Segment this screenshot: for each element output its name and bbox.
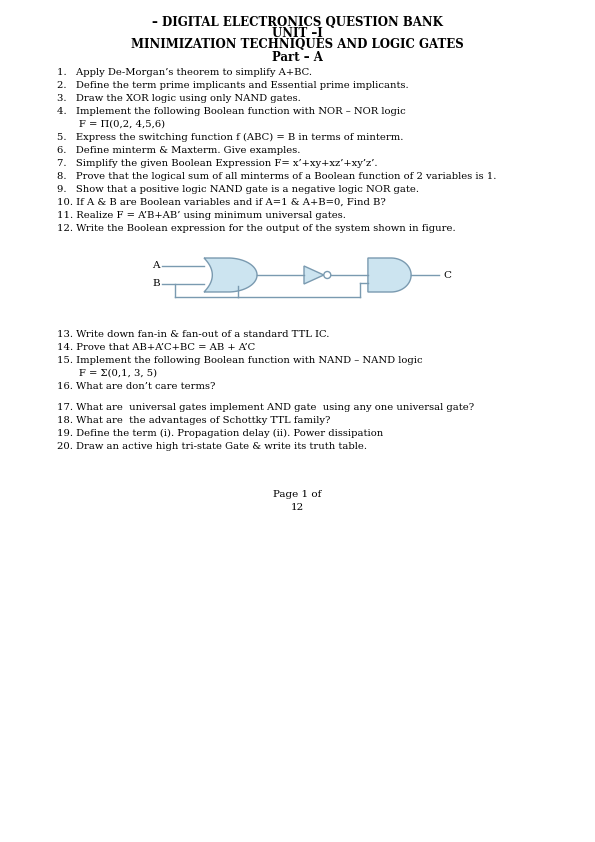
Text: A: A	[152, 262, 160, 270]
Text: F = Σ(0,1, 3, 5): F = Σ(0,1, 3, 5)	[57, 369, 157, 378]
Text: 18. What are  the advantages of Schottky TTL family?: 18. What are the advantages of Schottky …	[57, 416, 330, 425]
Text: 11. Realize F = A’B+AB’ using minimum universal gates.: 11. Realize F = A’B+AB’ using minimum un…	[57, 211, 346, 220]
Text: F = Π(0,2, 4,5,6): F = Π(0,2, 4,5,6)	[57, 120, 165, 129]
Text: 8.   Prove that the logical sum of all minterms of a Boolean function of 2 varia: 8. Prove that the logical sum of all min…	[57, 172, 496, 181]
Polygon shape	[368, 258, 411, 292]
Text: 16. What are don’t care terms?: 16. What are don’t care terms?	[57, 382, 215, 391]
Text: 12. Write the Boolean expression for the output of the system shown in figure.: 12. Write the Boolean expression for the…	[57, 224, 456, 233]
Text: Part – A: Part – A	[271, 51, 322, 64]
Text: 13. Write down fan-in & fan-out of a standard TTL IC.: 13. Write down fan-in & fan-out of a sta…	[57, 330, 330, 339]
Text: 3.   Draw the XOR logic using only NAND gates.: 3. Draw the XOR logic using only NAND ga…	[57, 94, 300, 103]
Text: 9.   Show that a positive logic NAND gate is a negative logic NOR gate.: 9. Show that a positive logic NAND gate …	[57, 185, 419, 194]
Text: Page 1 of: Page 1 of	[273, 490, 321, 499]
Text: 7.   Simplify the given Boolean Expression F= x’+xy+xz’+xy’z’.: 7. Simplify the given Boolean Expression…	[57, 159, 377, 168]
Text: 12: 12	[290, 503, 303, 512]
Text: 6.   Define minterm & Maxterm. Give examples.: 6. Define minterm & Maxterm. Give exampl…	[57, 146, 300, 155]
Polygon shape	[204, 258, 257, 292]
Text: C: C	[443, 270, 451, 280]
Text: 19. Define the term (i). Propagation delay (ii). Power dissipation: 19. Define the term (i). Propagation del…	[57, 429, 383, 438]
Text: 14. Prove that AB+A’C+BC = AB + A’C: 14. Prove that AB+A’C+BC = AB + A’C	[57, 343, 255, 352]
Text: 20. Draw an active high tri-state Gate & write its truth table.: 20. Draw an active high tri-state Gate &…	[57, 442, 367, 451]
Text: 5.   Express the switching function f (ABC) = B in terms of minterm.: 5. Express the switching function f (ABC…	[57, 133, 403, 142]
Text: UNIT –I: UNIT –I	[272, 27, 322, 40]
Text: 17. What are  universal gates implement AND gate  using any one universal gate?: 17. What are universal gates implement A…	[57, 403, 474, 412]
Text: MINIMIZATION TECHNIQUES AND LOGIC GATES: MINIMIZATION TECHNIQUES AND LOGIC GATES	[131, 38, 464, 51]
Text: 2.   Define the term prime implicants and Essential prime implicants.: 2. Define the term prime implicants and …	[57, 81, 409, 90]
Circle shape	[324, 271, 331, 279]
Text: 15. Implement the following Boolean function with NAND – NAND logic: 15. Implement the following Boolean func…	[57, 356, 422, 365]
Text: – DIGITAL ELECTRONICS QUESTION BANK: – DIGITAL ELECTRONICS QUESTION BANK	[152, 16, 443, 29]
Text: 10. If A & B are Boolean variables and if A=1 & A+B=0, Find B?: 10. If A & B are Boolean variables and i…	[57, 198, 386, 207]
Text: 4.   Implement the following Boolean function with NOR – NOR logic: 4. Implement the following Boolean funct…	[57, 107, 406, 116]
Polygon shape	[304, 266, 324, 284]
Text: 1.   Apply De-Morgan’s theorem to simplify A+BC.: 1. Apply De-Morgan’s theorem to simplify…	[57, 68, 312, 77]
Text: B: B	[152, 280, 160, 289]
